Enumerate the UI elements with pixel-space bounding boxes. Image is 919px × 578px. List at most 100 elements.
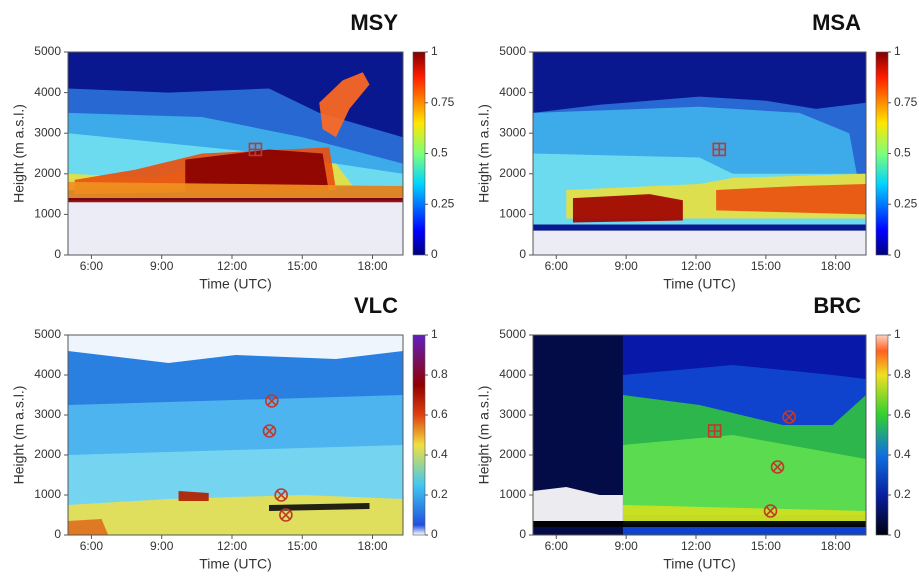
y-tick-label: 1000: [499, 487, 526, 501]
colorbar-tick-label: 1: [431, 44, 438, 58]
x-tick-label: 9:00: [614, 259, 638, 273]
y-tick-label: 0: [519, 527, 526, 541]
colorbar-tick-label: 0.75: [431, 95, 455, 109]
colorbar-tick-label: 0.2: [431, 487, 448, 501]
x-tick-label: 18:00: [821, 539, 851, 553]
x-tick-label: 18:00: [821, 259, 851, 273]
x-tick-label: 12:00: [681, 259, 711, 273]
colorbar: [412, 334, 426, 536]
heatmap-layer: [622, 435, 866, 515]
x-tick-label: 9:00: [150, 259, 174, 273]
marker-cross: [772, 462, 783, 472]
colorbar-tick-label: 0.6: [431, 407, 448, 421]
x-tick-label: 12:00: [681, 539, 711, 553]
x-axis-label: Time (UTC): [663, 276, 736, 292]
colorbar-tick-label: 0.4: [894, 447, 911, 461]
marker-circle: [763, 504, 778, 518]
y-tick-label: 4000: [34, 367, 61, 381]
colorbar: [412, 51, 426, 256]
plot-frame: [532, 334, 867, 536]
panel-title: MSY: [350, 10, 398, 35]
marker-circle: [262, 424, 277, 438]
y-tick-label: 3000: [499, 125, 526, 139]
heatmap-layer: [68, 181, 403, 199]
marker-cross: [267, 396, 277, 406]
marker: [712, 142, 727, 157]
y-tick-label: 3000: [34, 125, 61, 139]
marker: [262, 424, 277, 438]
marker-cross: [765, 506, 776, 516]
x-tick-label: 9:00: [150, 539, 174, 553]
marker-cross: [281, 510, 291, 520]
heatmap-layer: [572, 194, 683, 223]
y-tick-label: 1000: [499, 207, 526, 221]
marker-cross: [713, 143, 726, 156]
marker: [279, 508, 293, 522]
colorbar-tick-label: 1: [431, 327, 438, 341]
colorbar-tick-label: 1: [894, 327, 901, 341]
x-tick-label: 9:00: [614, 539, 638, 553]
y-tick-label: 2000: [34, 447, 61, 461]
heatmap-layer: [68, 335, 403, 363]
plot-frame: [532, 51, 867, 256]
y-tick-label: 0: [54, 247, 61, 261]
marker: [248, 142, 263, 157]
x-tick-label: 15:00: [751, 259, 781, 273]
x-tick-label: 6:00: [545, 259, 569, 273]
y-tick-label: 5000: [499, 44, 526, 58]
colorbar-tick-label: 0.8: [894, 367, 911, 381]
y-tick-label: 4000: [499, 85, 526, 99]
x-tick-label: 6:00: [545, 539, 569, 553]
colorbar-tick-label: 0.4: [431, 447, 448, 461]
y-tick-label: 2000: [499, 447, 526, 461]
x-tick-label: 15:00: [287, 259, 317, 273]
heatmap-layer: [533, 521, 866, 527]
heatmap-layer: [533, 487, 623, 521]
colorbar-tick-label: 0.2: [894, 487, 911, 501]
colorbar-tick-label: 0.75: [894, 95, 918, 109]
x-tick-label: 15:00: [751, 539, 781, 553]
plot-frame: [67, 334, 404, 536]
y-axis-label: Height (m a.s.l.): [11, 386, 27, 485]
heatmap-layer: [269, 503, 370, 511]
heatmap-layer: [716, 183, 866, 215]
colorbar: [875, 334, 889, 536]
y-tick-label: 4000: [34, 85, 61, 99]
heatmap-layer: [68, 200, 403, 255]
colorbar-tick-label: 1: [894, 44, 901, 58]
x-tick-label: 18:00: [358, 539, 388, 553]
colorbar-tick-label: 0.5: [431, 146, 448, 160]
y-axis-label: Height (m a.s.l.): [476, 104, 492, 203]
y-tick-label: 1000: [34, 487, 61, 501]
x-axis-label: Time (UTC): [663, 556, 736, 572]
panel: MSY Time (UTC) Height (m a.s.l.) 0 1000 2000 3…: [11, 10, 455, 292]
y-tick-label: 5000: [34, 44, 61, 58]
colorbar-tick-label: 0: [894, 247, 901, 261]
colorbar-tick-label: 0.25: [894, 196, 918, 210]
panel-title: VLC: [354, 293, 398, 318]
y-tick-label: 2000: [499, 166, 526, 180]
heatmap-layer: [622, 505, 866, 523]
y-tick-label: 3000: [34, 407, 61, 421]
heatmap-layer: [319, 72, 370, 138]
marker-circle: [279, 508, 293, 522]
marker-circle: [782, 410, 796, 424]
colorbar-tick-label: 0: [894, 527, 901, 541]
panel: BRC Time (UTC) Height (m a.s.l.) 0 1000 2000 3…: [476, 293, 911, 572]
y-tick-label: 1000: [34, 207, 61, 221]
x-tick-label: 6:00: [80, 539, 104, 553]
colorbar: [875, 51, 889, 256]
panel-title: MSA: [812, 10, 861, 35]
heatmap-layer: [185, 149, 330, 195]
panel-title: BRC: [813, 293, 861, 318]
marker: [782, 410, 796, 424]
y-tick-label: 4000: [499, 367, 526, 381]
marker: [707, 424, 722, 438]
marker-circle: [770, 460, 785, 474]
colorbar-tick-label: 0.6: [894, 407, 911, 421]
marker-circle: [265, 394, 279, 408]
marker: [274, 488, 288, 502]
marker: [265, 394, 279, 408]
x-tick-label: 6:00: [80, 259, 104, 273]
